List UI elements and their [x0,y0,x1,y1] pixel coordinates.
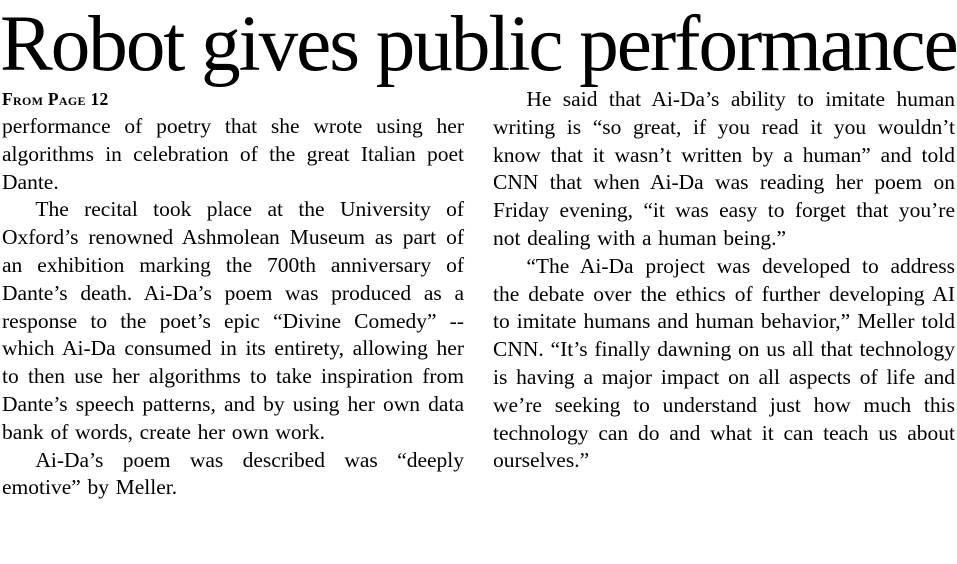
paragraph: He said that Ai-Da’s ability to imitate … [493,87,955,250]
paragraph: Ai-Da’s poem was described was “deeply e… [2,447,464,500]
article-column-left: From Page 12 performance of poetry that … [2,86,464,502]
article-headline: Robot gives public performance [0,1,957,88]
article-body: From Page 12 performance of poetry that … [0,86,957,502]
headline-row: Robot gives public performance [0,0,957,86]
paragraph: “The Ai-Da project was developed to addr… [493,253,955,473]
paragraph: The recital took place at the University… [2,197,464,444]
paragraph: performance of poetry that she wrote usi… [2,114,464,194]
from-page-kicker: From Page 12 [2,89,109,109]
article-column-right: He said that Ai-Da’s ability to imitate … [493,86,955,475]
